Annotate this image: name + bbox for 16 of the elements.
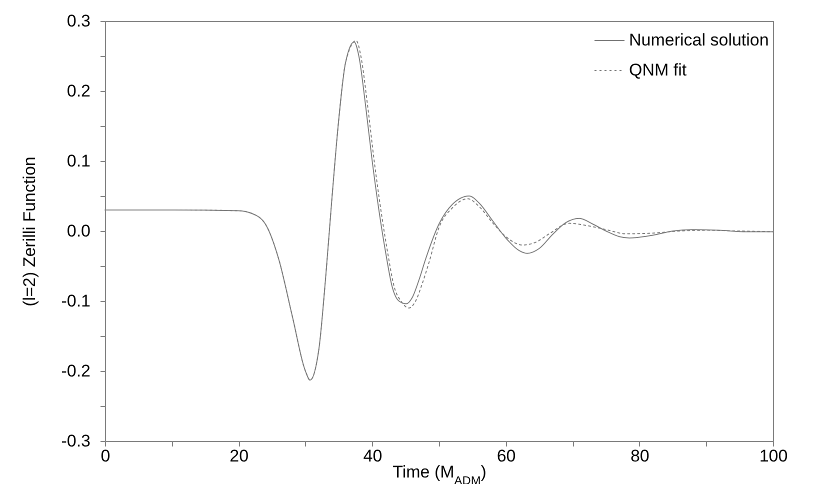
- y-tick-label: -0.1: [61, 292, 90, 310]
- y-tick-label: -0.2: [61, 362, 90, 380]
- x-tick-label: 40: [363, 446, 382, 466]
- x-tick-label: 60: [496, 446, 516, 466]
- y-tick-label: 0.0: [66, 222, 90, 240]
- y-tick-label: 0.2: [66, 82, 90, 100]
- legend-label: QNM fit: [629, 60, 687, 80]
- x-tick-label: 20: [230, 446, 249, 466]
- y-tick-label: 0.3: [66, 12, 90, 30]
- x-tick-label: 80: [630, 446, 650, 466]
- x-tick-label: 100: [759, 446, 788, 466]
- y-tick-label: 0.1: [66, 152, 90, 170]
- x-tick-label: 0: [100, 446, 110, 466]
- legend-label: Numerical solution: [629, 30, 769, 50]
- y-tick-label: -0.3: [61, 432, 90, 450]
- y-axis-title: (l=2) Zerilli Function: [20, 156, 40, 306]
